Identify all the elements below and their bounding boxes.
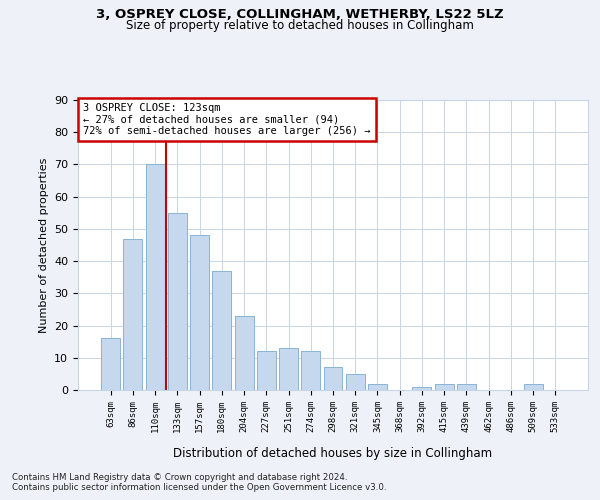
- Y-axis label: Number of detached properties: Number of detached properties: [38, 158, 49, 332]
- Bar: [146, 164, 164, 390]
- Text: Distribution of detached houses by size in Collingham: Distribution of detached houses by size …: [173, 448, 493, 460]
- Bar: [101, 338, 120, 390]
- Bar: [457, 384, 476, 390]
- Text: Contains HM Land Registry data © Crown copyright and database right 2024.: Contains HM Land Registry data © Crown c…: [12, 472, 347, 482]
- Text: 3, OSPREY CLOSE, COLLINGHAM, WETHERBY, LS22 5LZ: 3, OSPREY CLOSE, COLLINGHAM, WETHERBY, L…: [96, 8, 504, 20]
- Bar: [235, 316, 254, 390]
- Bar: [190, 236, 209, 390]
- Bar: [368, 384, 387, 390]
- Bar: [435, 384, 454, 390]
- Text: Contains public sector information licensed under the Open Government Licence v3: Contains public sector information licen…: [12, 482, 386, 492]
- Bar: [168, 213, 187, 390]
- Bar: [323, 368, 343, 390]
- Bar: [412, 387, 431, 390]
- Bar: [257, 352, 276, 390]
- Text: Size of property relative to detached houses in Collingham: Size of property relative to detached ho…: [126, 18, 474, 32]
- Bar: [212, 271, 231, 390]
- Bar: [301, 352, 320, 390]
- Bar: [346, 374, 365, 390]
- Bar: [279, 348, 298, 390]
- Bar: [524, 384, 542, 390]
- Bar: [124, 238, 142, 390]
- Text: 3 OSPREY CLOSE: 123sqm
← 27% of detached houses are smaller (94)
72% of semi-det: 3 OSPREY CLOSE: 123sqm ← 27% of detached…: [83, 103, 371, 136]
